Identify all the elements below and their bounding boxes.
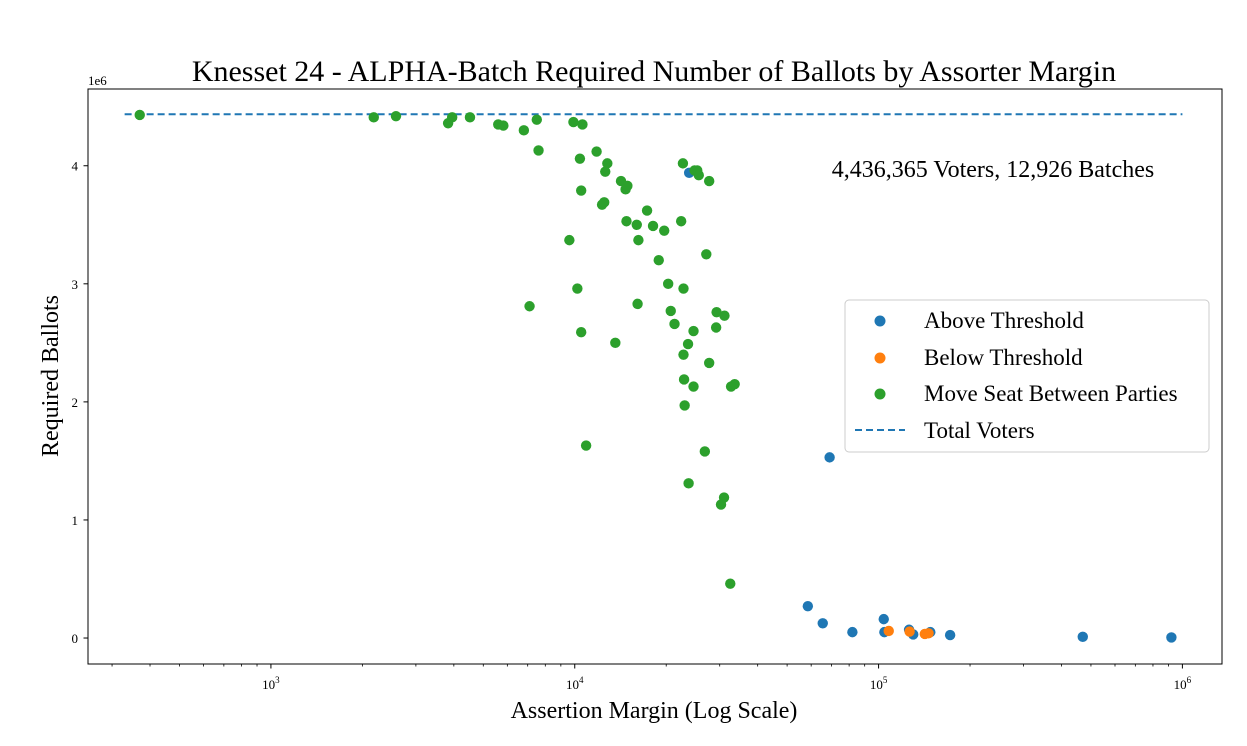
data-point [693, 169, 704, 181]
data-point [602, 158, 613, 169]
data-point [944, 629, 956, 641]
data-point [1077, 631, 1088, 643]
legend-label-above-threshold: Above Threshold [924, 308, 1084, 333]
data-point [847, 626, 858, 638]
data-point [883, 625, 894, 637]
data-point [518, 125, 530, 136]
data-point [574, 153, 586, 164]
data-point [446, 112, 458, 123]
data-point [679, 400, 690, 411]
data-point [662, 278, 674, 290]
data-point [498, 120, 509, 131]
legend: Above Threshold Below Threshold Move Sea… [844, 299, 1210, 453]
y-tick-label: 0 [72, 631, 79, 646]
data-point [600, 166, 611, 177]
y-tick-label: 1 [72, 513, 79, 528]
data-point [577, 119, 588, 130]
data-point [701, 249, 712, 260]
data-point [904, 626, 915, 637]
data-point [703, 175, 715, 187]
y-tick-label: 3 [72, 277, 79, 292]
data-point [631, 219, 642, 230]
y-axis-label: Required Ballots [38, 295, 64, 457]
data-point [580, 440, 592, 451]
x-tick-label: 106 [1174, 675, 1192, 692]
data-point [622, 180, 633, 192]
data-point [653, 255, 664, 266]
legend-label-move-seat: Move Seat Between Parties [924, 381, 1178, 406]
data-point [533, 145, 544, 156]
series-1 [883, 625, 934, 640]
data-point [678, 374, 690, 385]
data-point [710, 322, 722, 333]
data-point [390, 110, 402, 122]
y-tick-label: 4 [72, 159, 79, 174]
data-point [669, 318, 680, 330]
data-point [678, 283, 689, 294]
legend-marker-above-threshold [874, 315, 886, 327]
data-point [134, 109, 145, 121]
data-point [1166, 632, 1177, 643]
chart-title: Knesset 24 - ALPHA-Batch Required Number… [192, 55, 1116, 88]
x-tick-label: 104 [566, 675, 584, 692]
data-point [647, 220, 659, 232]
data-point [572, 283, 583, 294]
data-point [725, 578, 736, 589]
plot-frame [87, 88, 1223, 665]
series-2 [134, 109, 740, 589]
data-point [688, 325, 699, 337]
x-tick-label: 105 [870, 675, 888, 692]
data-point [568, 116, 579, 128]
data-point [575, 185, 587, 196]
data-point [621, 216, 632, 227]
data-point [699, 446, 711, 457]
data-point [575, 327, 587, 338]
x-tick-label: 103 [262, 675, 280, 692]
points-layer [134, 109, 1177, 643]
data-point [610, 337, 621, 349]
data-point [675, 216, 687, 227]
data-point [719, 310, 730, 321]
data-point [715, 499, 727, 510]
data-point [682, 338, 694, 350]
data-point [711, 306, 722, 318]
legend-label-total-voters: Total Voters [924, 418, 1035, 443]
legend-marker-move-seat [874, 388, 886, 400]
legend-label-below-threshold: Below Threshold [924, 345, 1083, 370]
data-point [633, 234, 644, 246]
data-point [703, 357, 715, 369]
data-point [665, 305, 676, 317]
data-point [729, 378, 740, 390]
data-point [564, 234, 575, 246]
data-point [641, 205, 653, 216]
data-point [923, 628, 934, 639]
data-point [802, 600, 814, 612]
data-point [591, 146, 602, 157]
data-point [464, 112, 476, 123]
data-point [688, 381, 699, 392]
voters-batches-annotation: 4,436,365 Voters, 12,926 Batches [832, 157, 1154, 183]
data-point [524, 301, 535, 312]
x-axis: 103 104 105 106 [111, 664, 1192, 692]
y-tick-label: 2 [72, 395, 79, 410]
data-point [368, 112, 379, 123]
data-point [683, 478, 694, 489]
y-multiplier-label: 1e6 [88, 73, 107, 88]
data-point [817, 618, 828, 629]
plot-area [87, 88, 1223, 665]
x-axis-label: Assertion Margin (Log Scale) [511, 698, 798, 724]
data-point [878, 613, 889, 625]
legend-box [844, 299, 1210, 453]
legend-marker-below-threshold [874, 352, 886, 364]
data-point [632, 298, 643, 310]
data-point [598, 197, 610, 208]
y-axis: 0 1 2 3 4 [72, 159, 88, 646]
data-point [659, 225, 670, 236]
data-point [678, 349, 689, 360]
data-point [531, 114, 542, 125]
data-point [824, 452, 835, 463]
data-point [677, 158, 689, 169]
